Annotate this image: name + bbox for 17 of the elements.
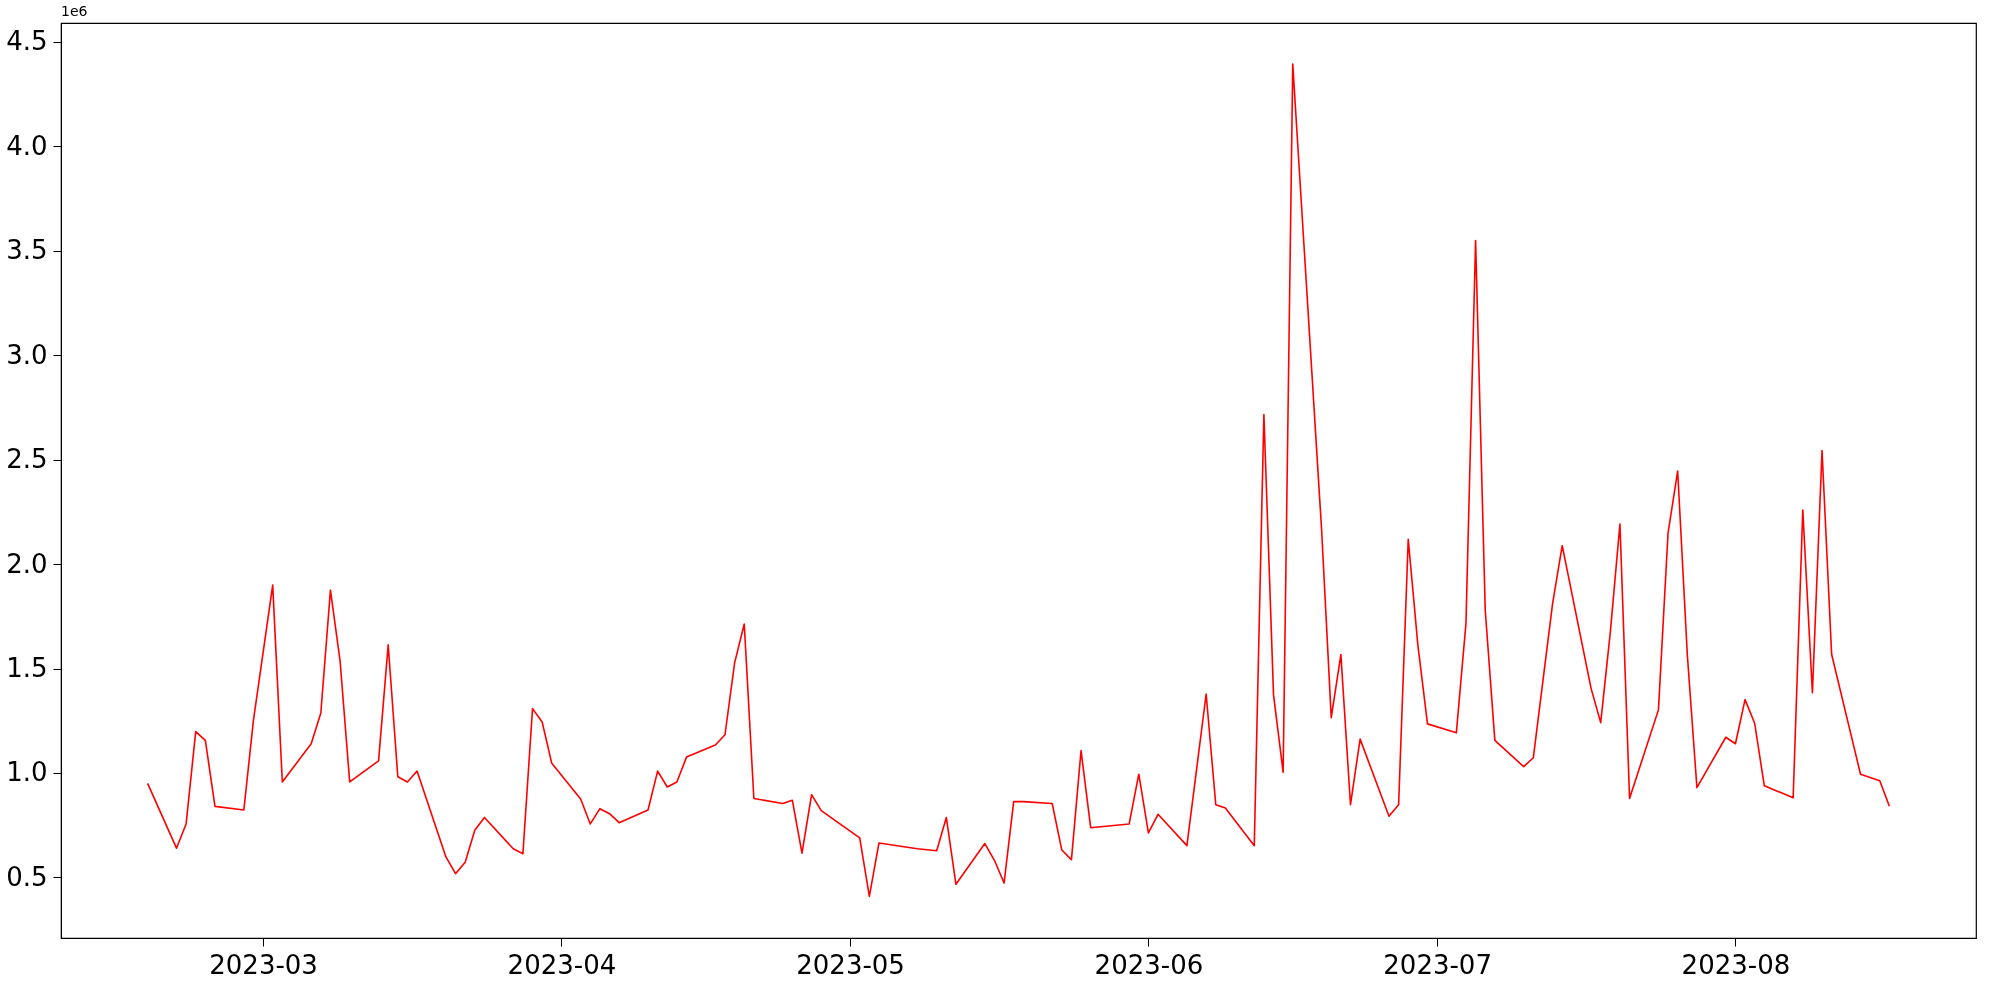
- x-tick-label: 2023-05: [796, 949, 905, 980]
- y-tick-label: 0.5: [6, 861, 48, 892]
- x-tick-label: 2023-07: [1383, 949, 1492, 980]
- x-tick-label: 2023-08: [1681, 949, 1791, 980]
- y-tick-label: 2.0: [6, 548, 48, 579]
- x-tick-label: 2023-04: [507, 949, 617, 980]
- y-tick-label: 1.0: [6, 757, 48, 788]
- y-tick-label: 3.0: [6, 339, 48, 370]
- y-tick-label: 2.5: [6, 444, 48, 475]
- y-tick-label: 4.5: [6, 26, 48, 57]
- x-tick-label: 2023-03: [209, 949, 318, 980]
- text: 1e6: [61, 3, 88, 19]
- y-tick-label: 3.5: [6, 235, 48, 266]
- y-tick-label: 1.5: [6, 653, 48, 684]
- x-tick-label: 2023-06: [1094, 949, 1204, 980]
- y-tick-label: 4.0: [6, 130, 48, 161]
- line-series: [146, 63, 1891, 898]
